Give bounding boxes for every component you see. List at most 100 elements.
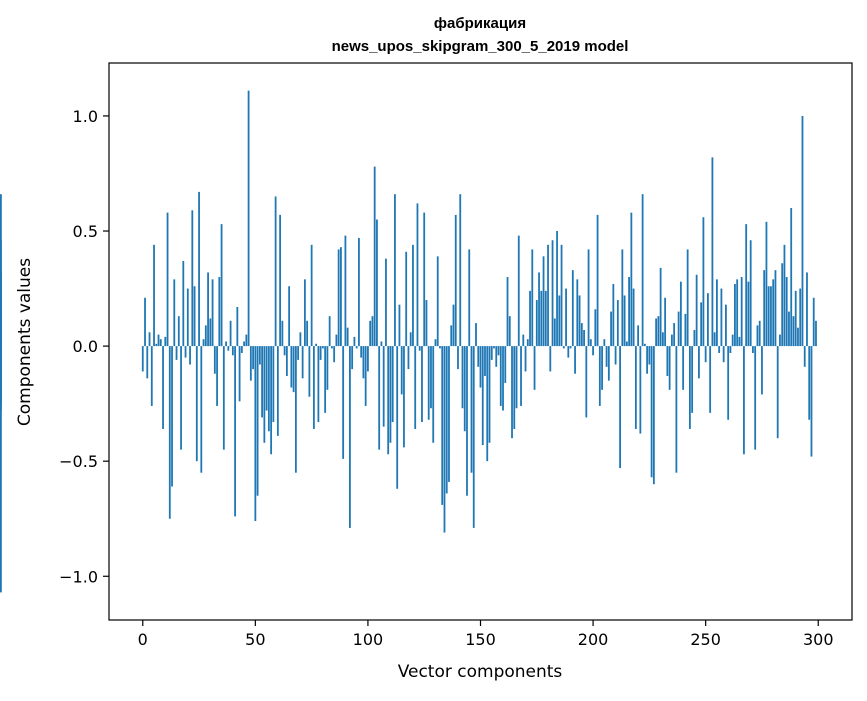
bar xyxy=(650,346,653,478)
bar xyxy=(252,346,254,370)
bar xyxy=(432,346,435,443)
bar xyxy=(234,346,236,517)
bar xyxy=(553,318,556,347)
bar xyxy=(578,295,581,347)
bar xyxy=(779,334,781,347)
bar xyxy=(452,304,455,347)
bar xyxy=(362,346,365,379)
bar xyxy=(522,334,525,347)
bar xyxy=(274,196,277,347)
bar xyxy=(772,279,775,347)
bar xyxy=(499,346,502,406)
bar xyxy=(720,288,723,347)
bar xyxy=(643,343,646,347)
bar xyxy=(463,346,466,432)
bar xyxy=(531,249,534,347)
bar xyxy=(625,341,628,347)
y-axis-label: Components values xyxy=(15,258,35,426)
bar xyxy=(272,346,275,423)
bar xyxy=(342,346,345,459)
bar xyxy=(240,346,243,353)
x-tick-label: 250 xyxy=(690,630,721,649)
bar xyxy=(470,346,473,473)
bar xyxy=(583,329,585,347)
bar xyxy=(369,320,372,347)
bar xyxy=(294,346,297,473)
y-tick-label: −0.5 xyxy=(59,452,98,471)
y-axis-ticks: 1.0 0.5 0.0 −0.5 −1.0 xyxy=(59,107,109,586)
x-axis-label: Vector components xyxy=(398,662,563,682)
bar xyxy=(301,346,304,379)
bar xyxy=(358,237,360,347)
bar xyxy=(763,270,766,347)
bar xyxy=(729,346,732,353)
bar xyxy=(202,339,205,347)
bar xyxy=(400,346,403,395)
bar xyxy=(808,346,811,420)
bar xyxy=(331,346,333,349)
bar xyxy=(175,346,178,360)
bar xyxy=(475,323,477,347)
bar xyxy=(538,272,540,347)
bar xyxy=(317,346,320,423)
bar xyxy=(319,346,322,360)
bar xyxy=(247,90,250,347)
bar xyxy=(216,346,218,406)
bar xyxy=(619,346,621,469)
bar xyxy=(195,346,198,462)
bar xyxy=(607,346,610,381)
x-tick-label: 50 xyxy=(245,630,265,649)
bar xyxy=(495,346,498,367)
bar xyxy=(466,346,468,496)
bar xyxy=(263,346,266,443)
bar xyxy=(173,279,176,347)
bar xyxy=(236,306,239,347)
bar xyxy=(396,346,399,489)
y-tick-label: 1.0 xyxy=(73,107,98,126)
bar xyxy=(412,244,414,347)
bar xyxy=(461,346,464,409)
bar xyxy=(761,346,763,395)
bar xyxy=(222,346,225,450)
bar xyxy=(441,346,444,505)
bar xyxy=(601,346,603,390)
bar xyxy=(486,346,489,462)
bar xyxy=(632,288,635,347)
bar xyxy=(423,212,426,347)
bar xyxy=(308,346,311,397)
bar xyxy=(227,346,230,351)
bar xyxy=(481,346,484,446)
bar xyxy=(155,343,158,347)
bar xyxy=(547,244,549,347)
bar xyxy=(743,346,745,455)
bar xyxy=(297,346,300,360)
bar xyxy=(382,346,385,427)
bar xyxy=(398,304,401,347)
bar xyxy=(610,311,612,347)
chart-title-line-2: news_upos_skipgram_300_5_2019 model xyxy=(332,38,629,55)
bar xyxy=(238,346,241,402)
bar xyxy=(164,336,167,347)
bar xyxy=(517,235,520,347)
bar xyxy=(668,346,671,390)
bar xyxy=(752,346,754,353)
bar xyxy=(700,302,703,347)
bar xyxy=(698,346,700,379)
bar xyxy=(245,334,248,347)
bar xyxy=(596,214,599,347)
bar xyxy=(328,316,331,347)
bar xyxy=(542,256,545,347)
bar xyxy=(306,320,309,347)
bar xyxy=(0,346,2,370)
bar xyxy=(385,258,387,347)
bar xyxy=(321,346,324,349)
y-tick-label: −1.0 xyxy=(59,567,98,586)
bar xyxy=(477,346,480,367)
bar xyxy=(209,318,212,347)
bar xyxy=(249,346,252,381)
bar xyxy=(544,290,547,347)
bar xyxy=(571,270,574,347)
bar xyxy=(529,290,531,347)
bar xyxy=(0,240,2,347)
bar xyxy=(184,346,187,358)
